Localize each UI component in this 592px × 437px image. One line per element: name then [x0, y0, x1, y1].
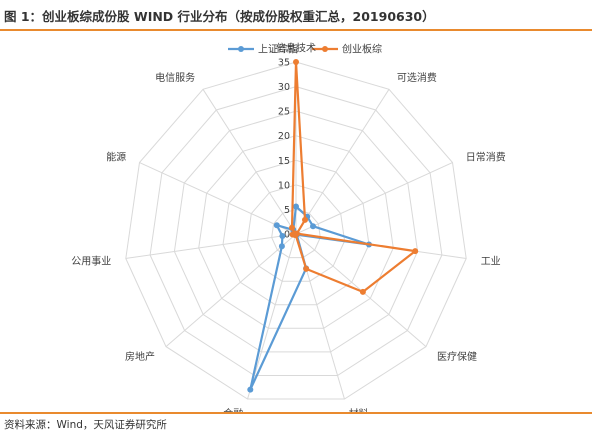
data-point [412, 248, 419, 255]
data-point [310, 223, 316, 230]
grid-spoke [139, 162, 297, 235]
grid-ring [125, 61, 467, 400]
grid-spoke [202, 89, 297, 235]
radar-chart: 上证综指 创业板综 0 5 10 15 20 25 30 35 信息技术可选消费日常消费工业医疗… [71, 41, 506, 412]
category-label: 电信服务 [155, 71, 195, 84]
legend-marker [322, 46, 328, 52]
category-label: 公用事业 [71, 255, 111, 268]
tick-label: 20 [278, 131, 290, 142]
data-point [293, 59, 299, 65]
legend-label: 上证综指 [258, 43, 298, 56]
category-label: 能源 [106, 151, 126, 164]
data-point [291, 230, 298, 237]
grid-spoke [125, 233, 297, 259]
data-point [279, 233, 286, 239]
tick-label: 15 [278, 156, 290, 167]
category-label: 房地产 [125, 350, 155, 363]
grid-ring [198, 135, 394, 329]
category-label: 材料 [349, 407, 369, 412]
grid-spoke [295, 162, 453, 235]
series-1 [247, 203, 372, 393]
radial-tick-labels: 0 5 10 15 20 25 30 35 [278, 58, 290, 241]
grid-ring [222, 159, 370, 306]
series-line [290, 60, 417, 293]
radar-grid [125, 61, 467, 400]
legend-item: 上证综指 [228, 43, 298, 56]
data-point [273, 222, 280, 229]
tick-label: 5 [284, 205, 290, 216]
series-group [247, 59, 419, 393]
category-label: 工业 [481, 256, 501, 268]
tick-label: 30 [278, 82, 290, 93]
data-point [303, 265, 310, 272]
grid-spoke [295, 89, 390, 235]
data-point [289, 224, 295, 231]
data-point [302, 216, 308, 223]
source-note: 资料来源：Wind，天风证券研究所 [4, 419, 167, 431]
legend-item: 创业板综 [312, 43, 382, 56]
grid-ring [271, 208, 321, 259]
tick-label: 10 [278, 180, 290, 191]
category-label: 信息技术 [276, 41, 316, 54]
category-label: 可选消费 [397, 71, 437, 84]
radar-spokes [125, 62, 467, 400]
tick-label: 35 [278, 58, 290, 69]
series-2 [289, 59, 419, 295]
data-point [247, 386, 254, 393]
series-line [249, 205, 371, 391]
legend-label: 创业板综 [342, 43, 382, 56]
category-label: 日常消费 [466, 151, 506, 164]
data-point [293, 203, 299, 210]
data-point [359, 288, 366, 295]
chart-title: 图 1：创业板综成份股 WIND 行业分布（按成份股权重汇总，20190630） [4, 9, 435, 24]
grid-ring [149, 86, 443, 376]
category-label: 医疗保健 [437, 350, 477, 363]
title-rule [0, 29, 592, 31]
grid-spoke [247, 233, 297, 400]
grid-ring [246, 184, 346, 282]
data-point [278, 243, 285, 250]
grid-ring [173, 110, 419, 353]
tick-label: 0 [284, 230, 290, 241]
legend-marker [238, 46, 244, 52]
source-rule [0, 412, 592, 414]
category-label: 金融 [223, 407, 243, 412]
grid-spoke [165, 233, 297, 348]
category-labels: 信息技术可选消费日常消费工业医疗保健材料 金融 房地产 公用事业 能源 电信服务 [71, 41, 506, 412]
legend: 上证综指 创业板综 [228, 43, 382, 56]
tick-label: 25 [278, 107, 290, 118]
